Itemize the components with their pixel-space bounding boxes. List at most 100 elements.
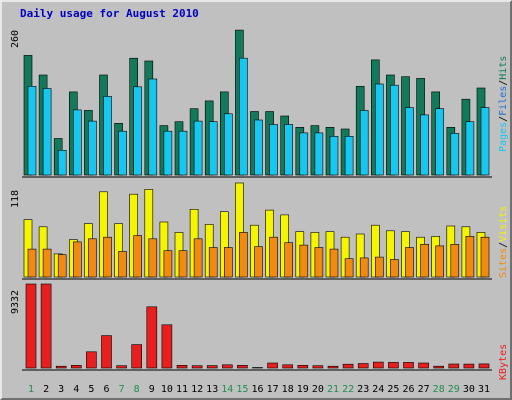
kbytes-bar-day-20 (312, 365, 324, 369)
sites-bar-day-17 (269, 236, 278, 278)
kbytes-bar-day-19 (297, 364, 309, 369)
sites-bar-day-8 (133, 235, 142, 278)
visits-ymax-label: 118 (10, 190, 21, 208)
kbytes-bar-day-31 (478, 363, 490, 369)
sites-bar-day-14 (224, 247, 233, 278)
x-tick-label-day-25: 25 (387, 384, 399, 395)
files-bar-day-5 (88, 120, 97, 176)
files-bar-day-16 (254, 119, 263, 176)
kbytes-bar-day-4 (71, 364, 82, 369)
sites-bar-day-7 (118, 251, 127, 278)
files-bar-day-13 (208, 121, 218, 176)
files-bar-day-19 (299, 132, 309, 176)
x-tick-label-day-10: 10 (161, 384, 173, 395)
files-bar-day-8 (133, 86, 142, 176)
files-bar-day-21 (329, 136, 339, 176)
kbytes-bar-day-28 (433, 365, 445, 369)
files-bar-day-22 (344, 136, 354, 176)
x-tick-label-day-17: 17 (267, 384, 279, 395)
kbytes-bar-day-5 (86, 351, 97, 369)
x-tick-label-day-2: 2 (43, 384, 49, 395)
files-bar-day-28 (435, 108, 445, 176)
sites-bar-day-28 (435, 245, 445, 278)
sites-bar-day-2 (42, 248, 52, 278)
sites-bar-day-29 (450, 244, 460, 278)
kbytes-bar-day-16 (252, 367, 263, 369)
sites-bar-day-4 (73, 241, 82, 278)
x-tick-label-day-26: 26 (402, 384, 414, 395)
x-tick-label-day-20: 20 (312, 384, 324, 395)
legend-hits-files-pages: Pages/Files/Hits (498, 56, 509, 152)
x-tick-label-day-15: 15 (236, 384, 248, 395)
sites-bar-day-24 (374, 256, 384, 278)
x-tick-label-day-19: 19 (297, 384, 309, 395)
chart-title: Daily usage for August 2010 (20, 7, 199, 20)
kbytes-bar-day-1 (25, 283, 37, 369)
kbytes-bar-day-3 (55, 365, 67, 369)
files-bar-day-20 (314, 132, 324, 176)
x-tick-label-day-14: 14 (221, 384, 233, 395)
files-bar-day-31 (480, 107, 490, 176)
kbytes-bar-day-21 (327, 365, 339, 369)
files-bar-day-15 (239, 57, 248, 176)
x-tick-label-day-3: 3 (58, 384, 64, 395)
x-tick-label-day-5: 5 (88, 384, 94, 395)
sites-bar-day-18 (284, 242, 294, 278)
files-bar-day-18 (284, 124, 294, 176)
sites-bar-day-19 (299, 244, 309, 278)
kbytes-bar-day-8 (131, 344, 142, 369)
x-tick-labels: 1 2 3 4 5 6 7 8 9 10 11 12 13 14 15 16 17 18 19 20 21 22 23 24 2… (28, 384, 490, 395)
x-tick-label-day-28: 28 (433, 384, 445, 395)
files-bar-day-9 (148, 78, 158, 176)
bars-layer (23, 29, 490, 369)
kbytes-bar-day-25 (388, 362, 399, 369)
legend-kbytes-label: KBytes (498, 344, 509, 380)
sites-bar-day-20 (314, 247, 324, 278)
legend-separator: / (498, 80, 509, 86)
sites-bar-day-15 (239, 232, 248, 278)
sites-bar-day-16 (254, 246, 263, 278)
kbytes-bar-day-7 (116, 365, 127, 369)
kbytes-bar-day-12 (191, 365, 203, 369)
kbytes-bar-day-10 (161, 324, 173, 369)
x-tick-label-day-6: 6 (103, 384, 109, 395)
sites-bar-day-6 (103, 236, 112, 278)
kbytes-bar-day-27 (418, 362, 429, 369)
files-bar-day-4 (73, 109, 82, 176)
legend-visits: Visits (498, 206, 509, 242)
files-bar-day-29 (450, 133, 460, 176)
sites-bar-day-21 (329, 248, 339, 278)
sites-bar-day-23 (359, 257, 369, 278)
x-tick-label-day-18: 18 (282, 384, 294, 395)
sites-bar-day-25 (390, 259, 399, 278)
kbytes-ymax-label: 9332 (10, 290, 21, 314)
x-tick-label-day-22: 22 (342, 384, 354, 395)
x-tick-label-day-21: 21 (327, 384, 339, 395)
x-tick-label-day-1: 1 (28, 384, 34, 395)
kbytes-bar-day-23 (357, 363, 369, 369)
kbytes-bar-day-17 (267, 362, 278, 369)
legend-visits-sites: Sites/Visits (498, 206, 509, 278)
files-bar-day-2 (42, 88, 52, 176)
x-tick-label-day-13: 13 (206, 384, 218, 395)
sites-bar-day-31 (480, 236, 490, 278)
x-tick-label-day-4: 4 (73, 384, 79, 395)
files-bar-day-6 (103, 96, 112, 176)
files-bar-day-7 (118, 130, 127, 176)
x-tick-label-day-7: 7 (119, 384, 125, 395)
files-bar-day-3 (57, 150, 67, 176)
x-tick-label-day-11: 11 (176, 384, 188, 395)
sites-bar-day-10 (163, 250, 173, 278)
x-tick-label-day-31: 31 (478, 384, 490, 395)
files-bar-day-27 (420, 114, 429, 176)
files-bar-day-1 (27, 86, 37, 176)
files-bar-day-30 (465, 121, 475, 176)
sites-bar-day-1 (27, 248, 37, 278)
sites-bar-day-11 (178, 250, 188, 278)
x-tick-label-day-30: 30 (463, 384, 475, 395)
sites-bar-day-9 (148, 238, 158, 278)
kbytes-bar-day-9 (146, 306, 158, 369)
files-bar-day-12 (193, 120, 203, 176)
